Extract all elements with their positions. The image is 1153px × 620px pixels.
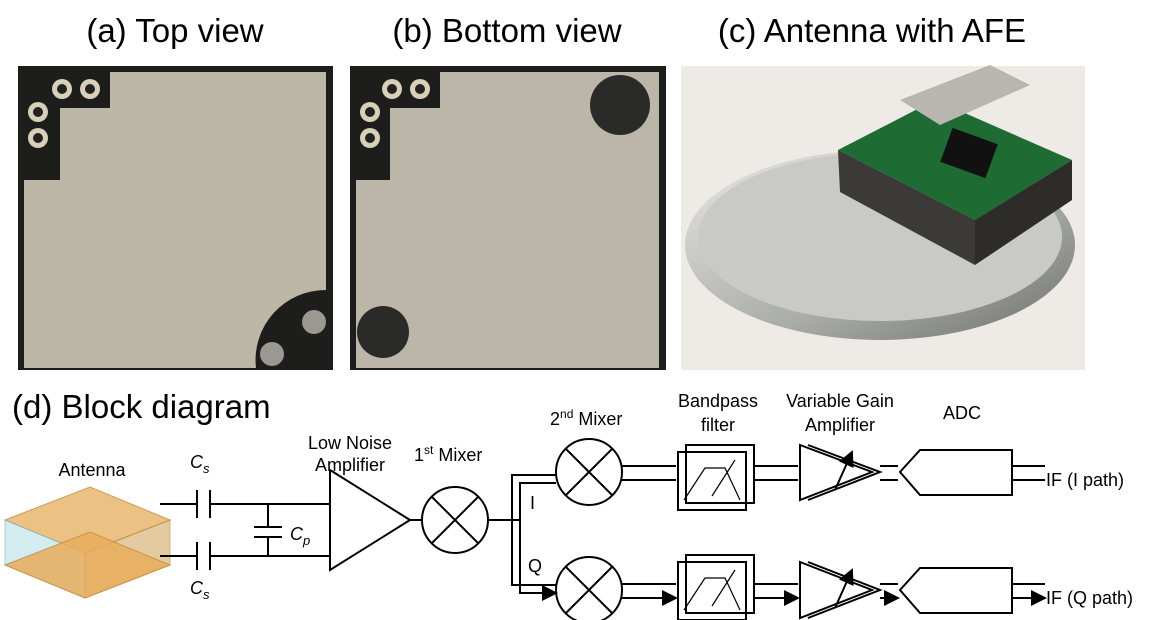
photo-bottom-view <box>350 66 666 370</box>
cap-label: Cs <box>190 452 210 476</box>
antenna-icon <box>5 487 170 598</box>
label: Antenna <box>58 460 126 480</box>
label: ADC <box>943 403 981 423</box>
panel-title: (c) Antenna with AFE <box>718 12 1026 49</box>
photo-antenna-afe <box>681 65 1085 370</box>
panel-title: (b) Bottom view <box>392 12 621 49</box>
label: Q <box>528 556 542 576</box>
block-diagram: Antenna Cs Cp Cs Low Noise Amplifier 1st… <box>5 391 1133 620</box>
label: Amplifier <box>805 415 875 435</box>
label: Bandpass <box>678 391 758 411</box>
panel-title: (d) Block diagram <box>12 388 271 425</box>
figure: (a) Top view (b) Bottom view (c) Antenna… <box>0 0 1153 620</box>
cap-label: Cp <box>290 524 310 548</box>
label: Amplifier <box>315 455 385 475</box>
label: IF (I path) <box>1046 470 1124 490</box>
label: Low Noise <box>308 433 392 453</box>
label: filter <box>701 415 735 435</box>
label: 1st Mixer <box>414 443 482 465</box>
label: Variable Gain <box>786 391 894 411</box>
label: 2nd Mixer <box>550 407 622 429</box>
cap-label: Cs <box>190 578 210 602</box>
label: I <box>530 493 535 513</box>
panel-title: (a) Top view <box>86 12 263 49</box>
label: IF (Q path) <box>1046 588 1133 608</box>
photo-top-view <box>18 66 333 370</box>
